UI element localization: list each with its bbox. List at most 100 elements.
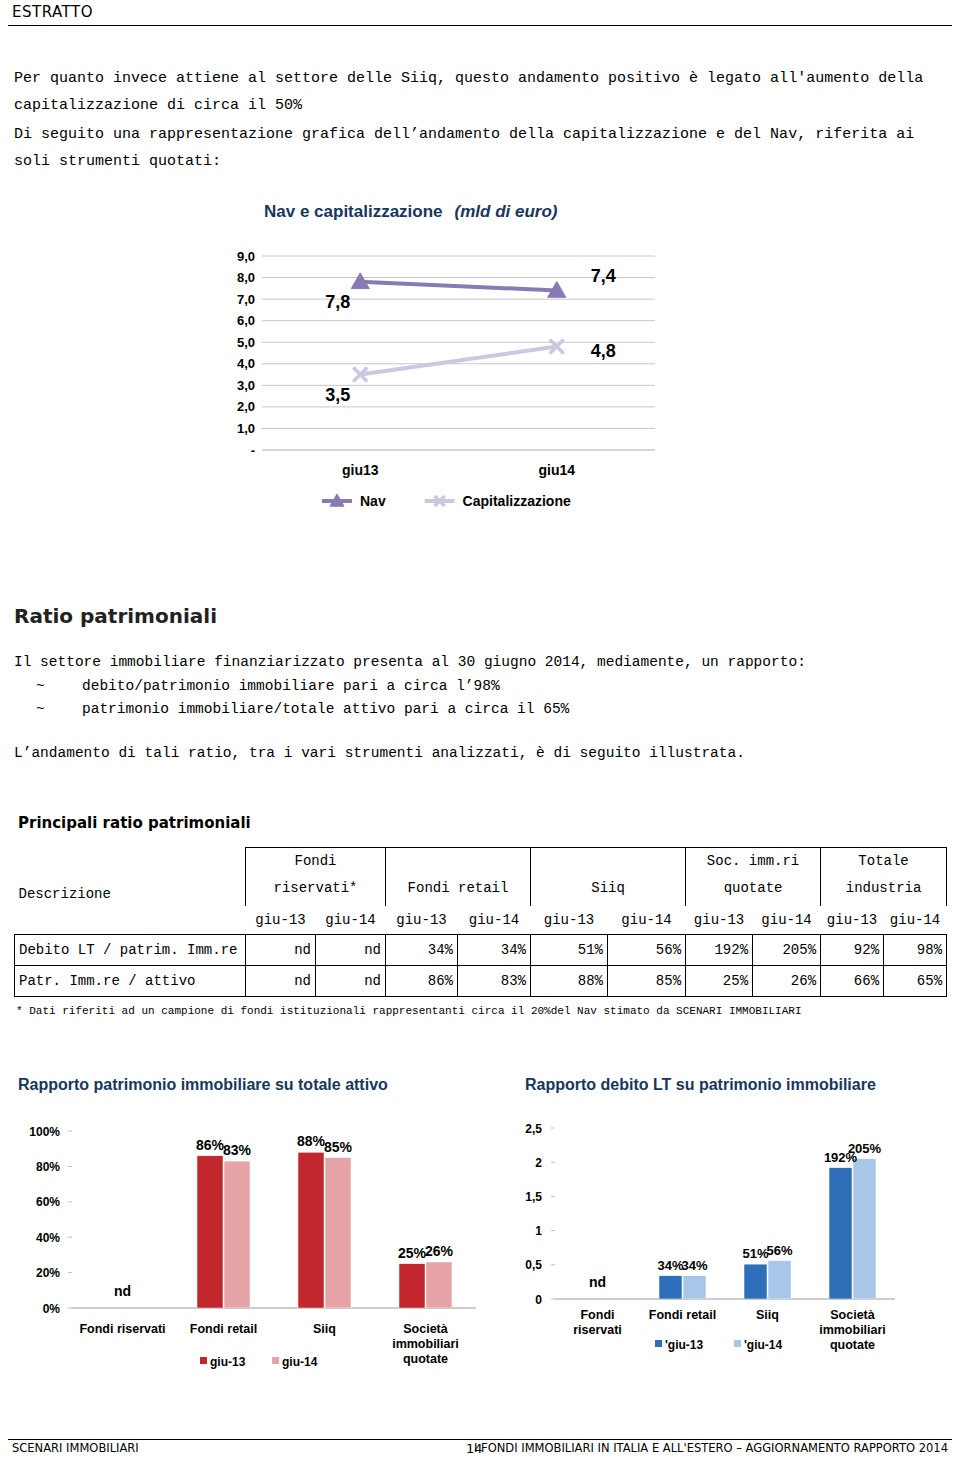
grid-line — [262, 385, 655, 386]
annotation: nd — [114, 1283, 131, 1299]
table-cell: 83% — [458, 965, 531, 996]
y-tick-label: 1 — [535, 1224, 542, 1238]
footer-rule — [8, 1439, 952, 1440]
data-labels: 34%51%192%34%56%205%nd — [589, 1141, 882, 1290]
chart-subtitle: (mld di euro) — [455, 202, 558, 221]
y-tick-label: 1,5 — [525, 1190, 542, 1204]
data-labels: 86%88%25%83%85%26%nd — [114, 1133, 454, 1299]
chart: Rapporto debito LT su patrimonio immobil… — [505, 1060, 955, 1380]
column-header: Totale industria — [821, 848, 947, 907]
header-title: ESTRATTO — [12, 3, 93, 21]
legend-symbol — [734, 1340, 741, 1347]
data-row: Debito LT / patrim. Imm.rendnd34%34%51%5… — [15, 934, 947, 965]
x-tick-line: Fondi riservati — [79, 1322, 165, 1336]
legend: giu-13 giu-14 — [200, 1355, 318, 1369]
y-tick-label: 7,0 — [237, 292, 255, 307]
table-cell: 92% — [821, 934, 884, 965]
data-label: 3,5 — [325, 385, 350, 405]
bar — [399, 1264, 425, 1308]
y-tick-label: - — [251, 443, 255, 458]
point — [548, 281, 566, 297]
y-tick-label: 6,0 — [237, 313, 255, 328]
data-label: 205% — [848, 1141, 882, 1156]
x-tick-line: giu13 — [342, 462, 379, 478]
tick-mark — [551, 1299, 555, 1300]
x-tick-line: quotate — [830, 1338, 875, 1352]
header-row: DescrizioneFondi riservati*Fondi retailS… — [15, 848, 947, 907]
period-header: giu-14 — [753, 906, 821, 934]
column-header: Soc. imm.ri quotate — [686, 848, 821, 907]
period-header: giu-14 — [884, 906, 947, 934]
row-label: Patr. Imm.re / attivo — [15, 965, 246, 996]
x-tick-line: giu14 — [538, 462, 575, 478]
y-tick-label: 40% — [36, 1231, 60, 1245]
column-header: Descrizione — [15, 848, 246, 907]
chart-title-block: Nav e capitalizzazione(mld di euro) — [264, 202, 558, 221]
bullet-marker: ~ — [36, 701, 45, 717]
bar — [224, 1161, 250, 1308]
table-cell: 66% — [821, 965, 884, 996]
x-tick-label: Siiq — [756, 1308, 779, 1322]
section-conclusion: L’andamento di tali ratio, tra i vari st… — [14, 745, 745, 761]
y-tick-label: 20% — [36, 1266, 60, 1280]
grid-line — [262, 363, 655, 364]
annotation: nd — [589, 1274, 606, 1290]
legend-label: Nav — [360, 493, 386, 509]
legend-symbol — [330, 494, 344, 506]
table-cell: nd — [316, 934, 386, 965]
chart-title: Rapporto debito LT su patrimonio immobil… — [525, 1076, 876, 1093]
paragraph: Per quanto invece attiene al settore del… — [14, 66, 954, 119]
legend-label: Capitalizzazione — [463, 493, 571, 509]
table-cell: 51% — [531, 934, 608, 965]
bar — [853, 1159, 876, 1299]
tick-mark — [68, 1166, 72, 1167]
bar — [298, 1152, 324, 1308]
legend: 'giu-13'giu-14 — [655, 1338, 783, 1352]
paragraph: Di seguito una rappresentazione grafica … — [14, 122, 954, 175]
grid-line — [262, 299, 655, 300]
x-tick-label: Fondi riservati — [79, 1322, 165, 1336]
marks — [197, 1152, 452, 1308]
period-header: giu-14 — [458, 906, 531, 934]
bar — [325, 1158, 351, 1308]
data-label: 83% — [223, 1142, 252, 1158]
legend-label: giu-13 — [210, 1355, 246, 1369]
grid-line — [262, 406, 655, 407]
bullet-text: debito/patrimonio immobiliare pari a cir… — [82, 678, 500, 694]
x-tick-label: giu14 — [538, 462, 575, 478]
y-tick-label: 0% — [43, 1302, 61, 1316]
table-cell: 65% — [884, 965, 947, 996]
column-header: Siiq — [531, 848, 686, 907]
section-title: Ratio patrimoniali — [14, 604, 217, 628]
marks — [351, 273, 566, 382]
period-header: giu-13 — [821, 906, 884, 934]
tick-mark — [551, 1264, 555, 1265]
table-cell: 86% — [386, 965, 458, 996]
data-label: 7,4 — [591, 266, 616, 286]
x-tick-line: Società — [403, 1322, 448, 1336]
period-header: giu-13 — [386, 906, 458, 934]
legend-label: giu-14 — [282, 1355, 318, 1369]
data-label: 25% — [398, 1245, 427, 1261]
y-tick-label: 8,0 — [237, 270, 255, 285]
y-tick-label: 0,5 — [525, 1258, 542, 1272]
table-cell: 34% — [458, 934, 531, 965]
tick-mark — [551, 1230, 555, 1231]
x-tick-label: Societàimmobiliariquotate — [392, 1322, 459, 1366]
empty-cell — [15, 906, 246, 934]
x-axis — [262, 450, 655, 451]
y-tick-label: 2 — [535, 1156, 542, 1170]
grid-line — [262, 428, 655, 429]
point — [353, 368, 367, 382]
data-label: 7,8 — [325, 292, 350, 312]
table-cell: nd — [246, 934, 316, 965]
data-label: 34% — [657, 1258, 683, 1273]
table-cell: 34% — [386, 934, 458, 965]
grid-line — [262, 450, 655, 451]
table-cell: 85% — [608, 965, 686, 996]
point — [351, 273, 369, 289]
tick-mark — [551, 1196, 555, 1197]
tick-mark — [68, 1308, 72, 1309]
data-label: 4,8 — [591, 341, 616, 361]
chart-title-block: Rapporto debito LT su patrimonio immobil… — [525, 1076, 876, 1093]
